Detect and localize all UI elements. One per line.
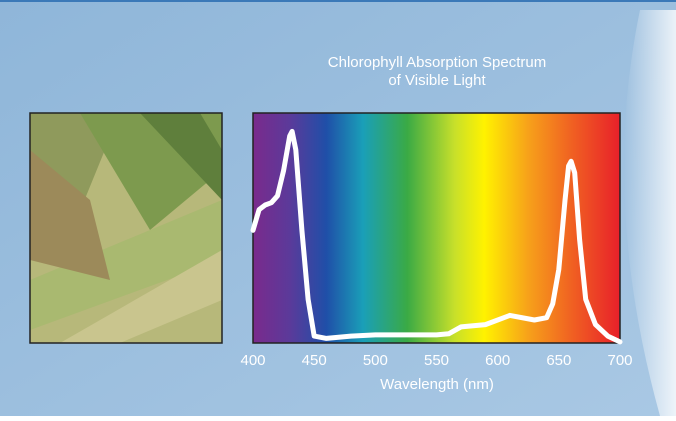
x-axis-label: Wavelength (nm) (380, 376, 494, 393)
photo (30, 113, 222, 343)
x-tick-label: 500 (363, 352, 388, 369)
top-border (0, 0, 676, 2)
x-tick-label: 450 (302, 352, 327, 369)
x-tick-label: 700 (607, 352, 632, 369)
chart-subtitle: of Visible Light (388, 72, 486, 89)
x-tick-label: 550 (424, 352, 449, 369)
x-tick-label: 400 (240, 352, 265, 369)
x-tick-label: 600 (485, 352, 510, 369)
x-tick-label: 650 (546, 352, 571, 369)
chart: Chlorophyll Absorption Spectrum of Visib… (0, 0, 676, 416)
chart-title: Chlorophyll Absorption Spectrum (328, 54, 546, 71)
